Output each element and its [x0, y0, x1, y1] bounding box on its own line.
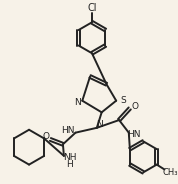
Text: HN: HN — [61, 126, 75, 135]
Text: N: N — [74, 98, 81, 107]
Text: O: O — [42, 132, 49, 141]
Text: HN: HN — [127, 130, 140, 139]
Text: NH: NH — [63, 153, 77, 162]
Text: O: O — [131, 102, 138, 111]
Text: S: S — [120, 96, 126, 105]
Text: Cl: Cl — [87, 3, 97, 13]
Text: N: N — [96, 120, 103, 129]
Text: H: H — [66, 160, 73, 169]
Text: CH₃: CH₃ — [163, 168, 178, 177]
